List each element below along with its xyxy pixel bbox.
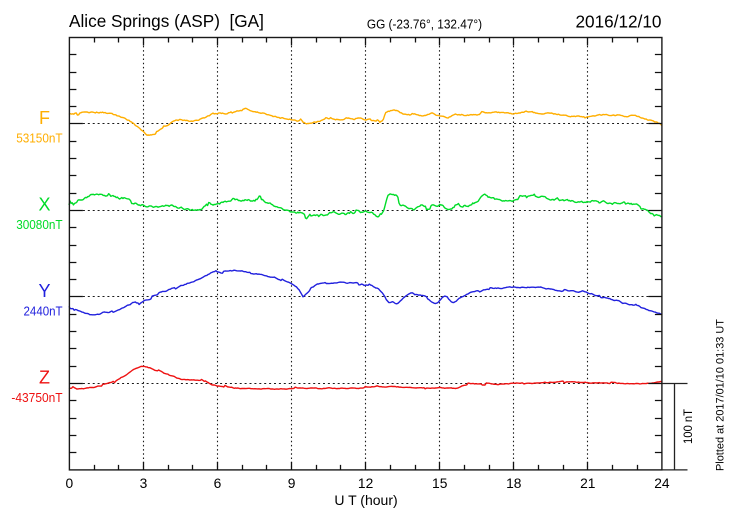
- svg-text:21: 21: [580, 476, 595, 491]
- svg-text:100 nT: 100 nT: [681, 408, 695, 444]
- svg-text:15: 15: [432, 476, 448, 491]
- svg-text:6: 6: [214, 476, 222, 491]
- svg-text:Alice Springs (ASP) [GA]: Alice Springs (ASP) [GA]: [69, 11, 264, 31]
- svg-text:-43750nT: -43750nT: [11, 390, 62, 405]
- svg-text:GG (-23.76°, 132.47°): GG (-23.76°, 132.47°): [367, 17, 482, 32]
- svg-text:Y: Y: [38, 281, 50, 301]
- svg-text:9: 9: [288, 476, 296, 491]
- svg-text:F: F: [39, 108, 50, 128]
- svg-text:2440nT: 2440nT: [24, 303, 63, 318]
- svg-text:0: 0: [66, 476, 74, 491]
- svg-text:18: 18: [506, 476, 522, 491]
- svg-text:53150nT: 53150nT: [16, 130, 63, 145]
- svg-text:12: 12: [358, 476, 373, 491]
- svg-text:2016/12/10: 2016/12/10: [575, 11, 661, 31]
- svg-text:X: X: [38, 195, 50, 215]
- svg-text:Z: Z: [39, 367, 50, 387]
- svg-text:U T (hour): U T (hour): [334, 492, 397, 508]
- svg-text:Plotted at 2017/01/10 01:33 UT: Plotted at 2017/01/10 01:33 UT: [714, 318, 726, 471]
- svg-text:30080nT: 30080nT: [16, 217, 63, 232]
- svg-text:24: 24: [654, 476, 670, 491]
- svg-text:3: 3: [140, 476, 148, 491]
